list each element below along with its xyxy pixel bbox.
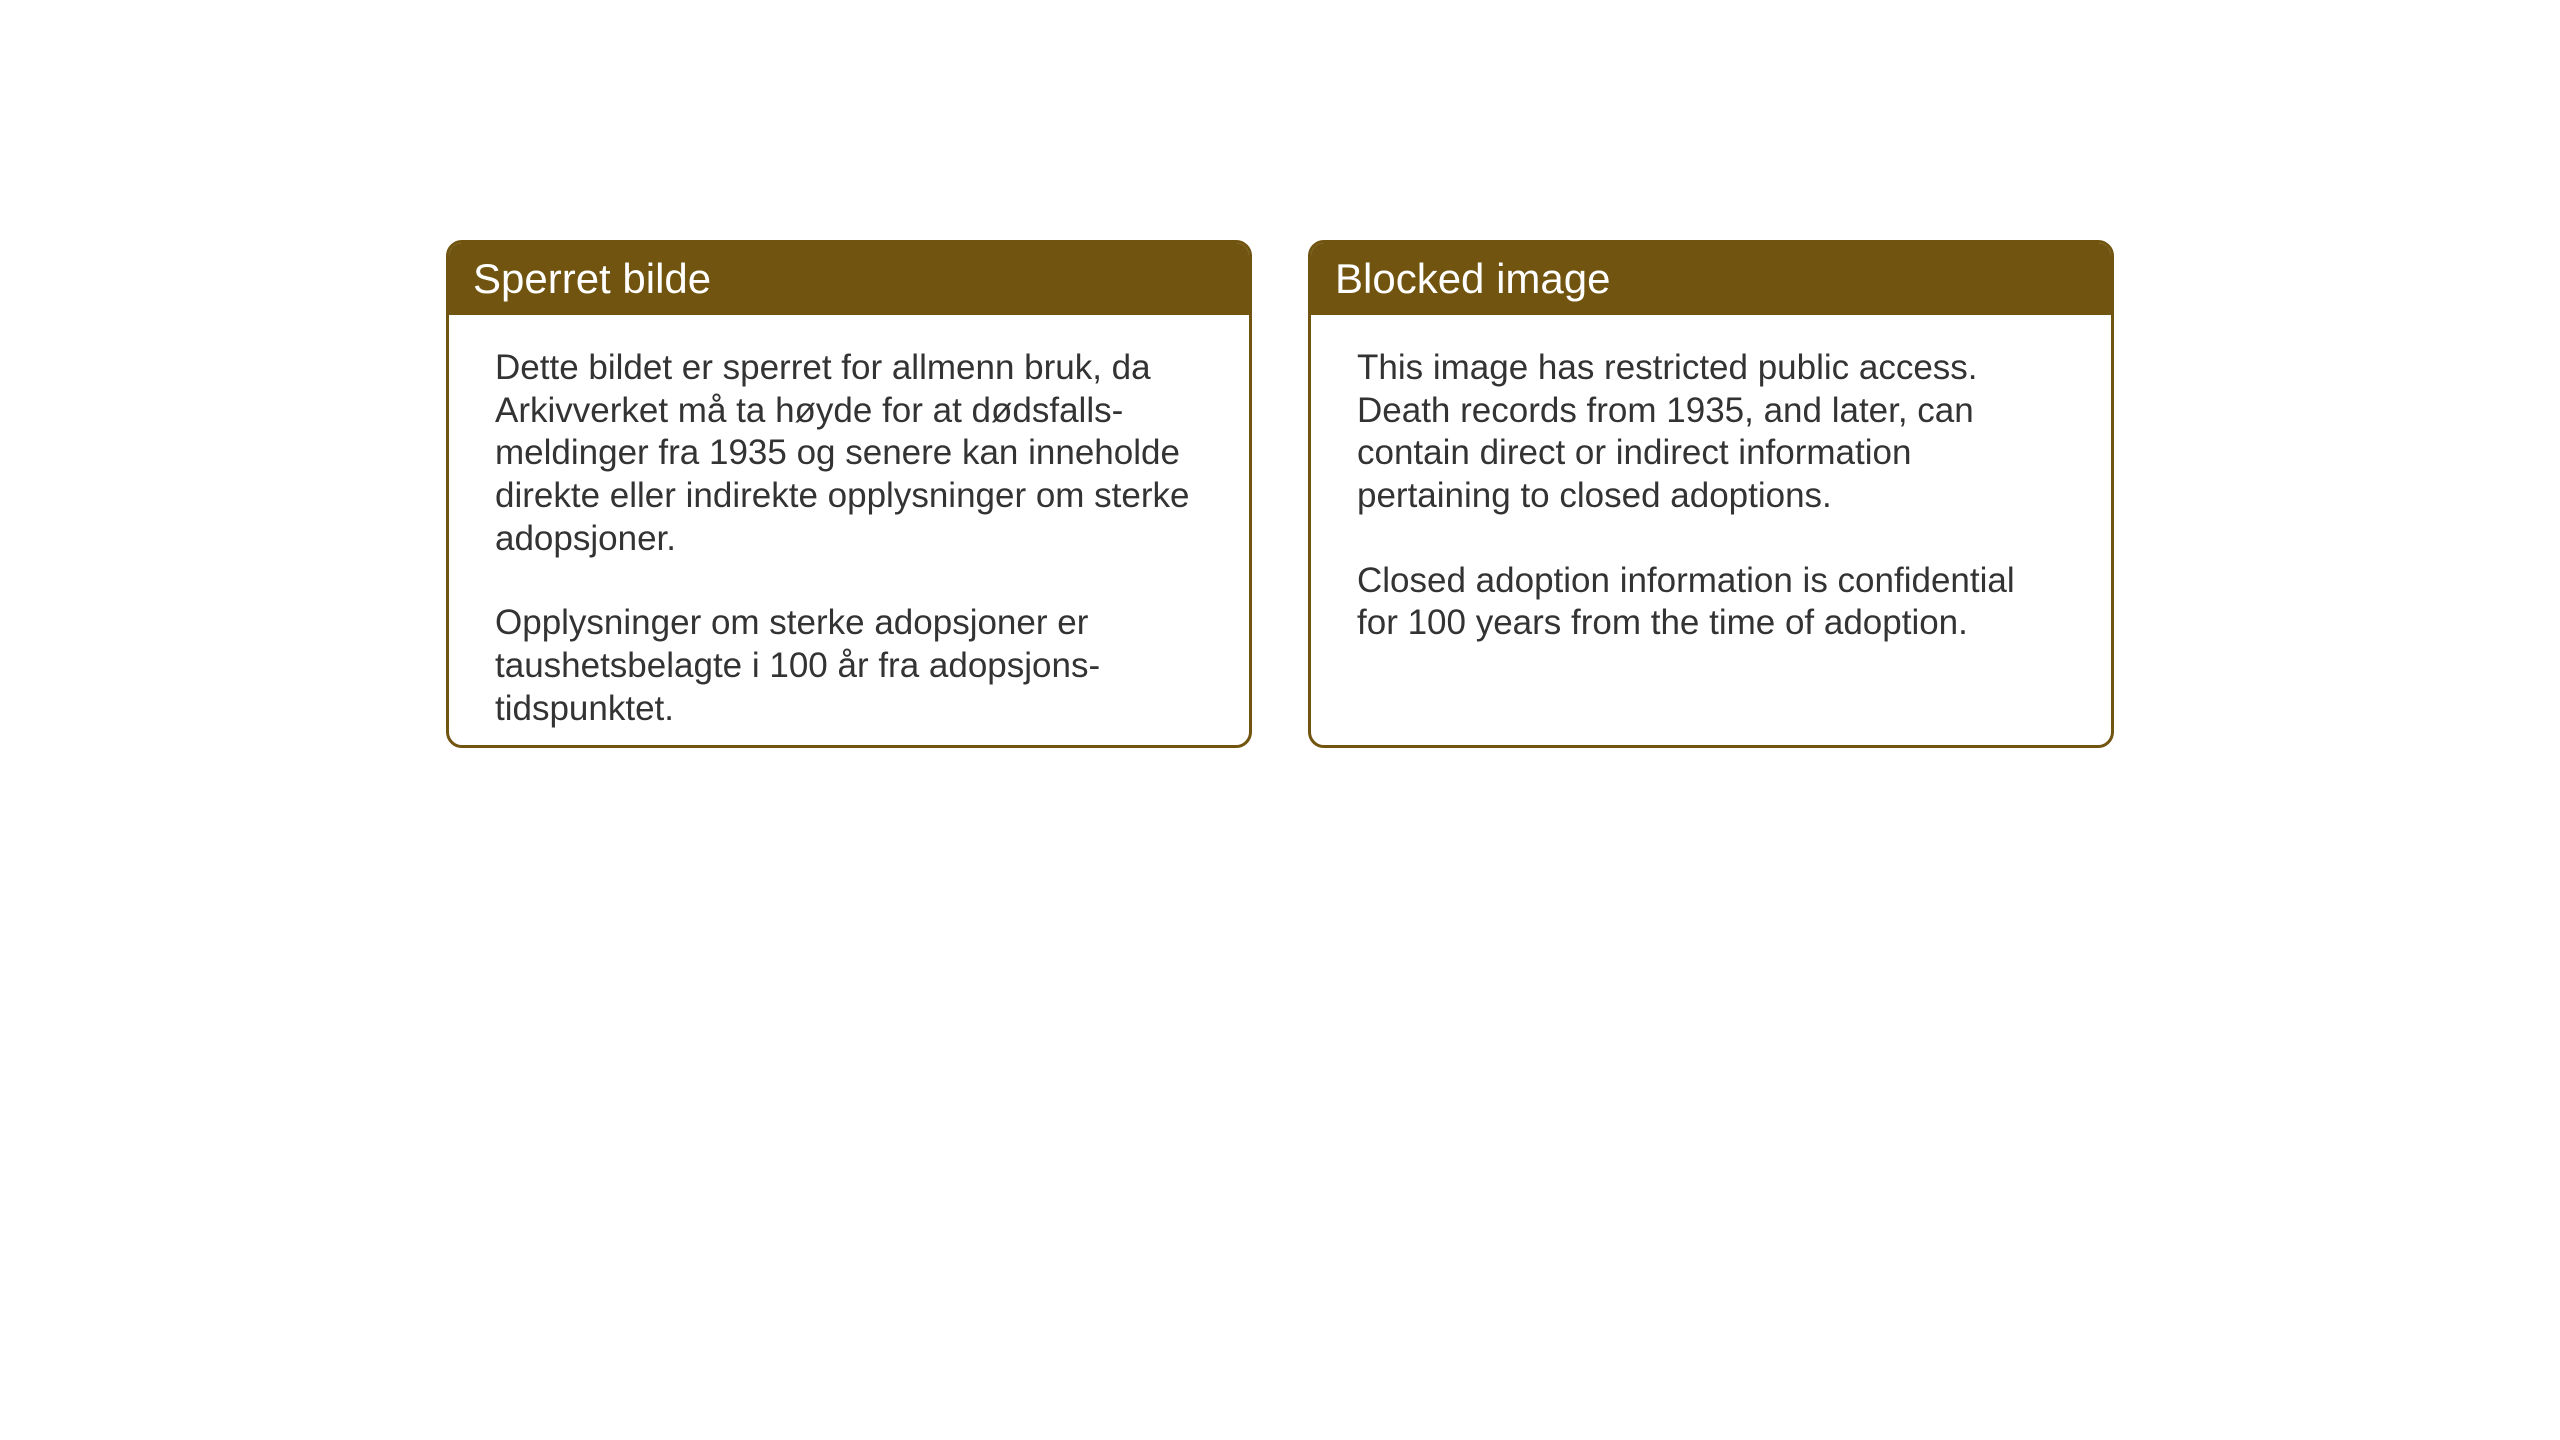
norwegian-card-header: Sperret bilde — [449, 243, 1249, 315]
notice-container: Sperret bilde Dette bildet er sperret fo… — [446, 240, 2114, 748]
english-notice-card: Blocked image This image has restricted … — [1308, 240, 2114, 748]
norwegian-paragraph-1: Dette bildet er sperret for allmenn bruk… — [495, 347, 1203, 560]
english-paragraph-1: This image has restricted public access.… — [1357, 347, 2065, 518]
norwegian-notice-card: Sperret bilde Dette bildet er sperret fo… — [446, 240, 1252, 748]
english-paragraph-2: Closed adoption information is confident… — [1357, 560, 2065, 645]
english-card-body: This image has restricted public access.… — [1311, 315, 2111, 677]
norwegian-card-body: Dette bildet er sperret for allmenn bruk… — [449, 315, 1249, 748]
norwegian-paragraph-2: Opplysninger om sterke adopsjoner er tau… — [495, 602, 1203, 730]
english-card-header: Blocked image — [1311, 243, 2111, 315]
